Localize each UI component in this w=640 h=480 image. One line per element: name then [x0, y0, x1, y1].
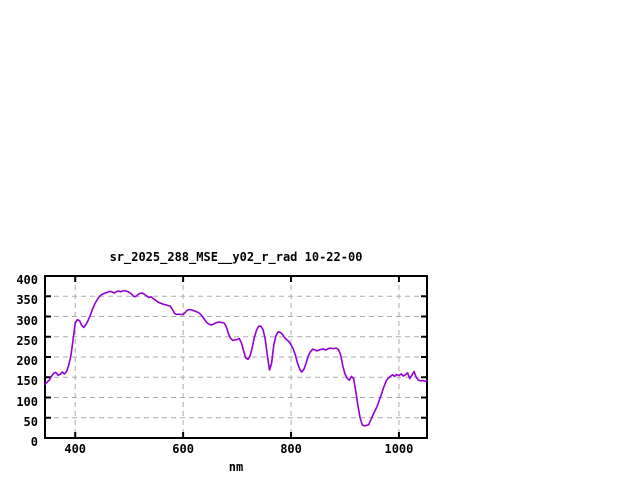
- y-tick-label: 250: [16, 333, 38, 348]
- x-tick-label: 1000: [384, 442, 414, 456]
- x-tick-label: 600: [172, 442, 194, 456]
- y-tick-label: 200: [16, 354, 38, 368]
- x-tick-label: 400: [64, 442, 87, 456]
- y-tick-label: 100: [16, 394, 38, 409]
- chart-title: sr_2025_288_MSE__y02_r_rad 10-22-00: [109, 250, 363, 264]
- y-tick-label: 50: [23, 414, 38, 429]
- x-tick-label: 800: [280, 442, 302, 456]
- y-tick-label: 150: [16, 374, 38, 389]
- y-tick-label: 0: [30, 435, 38, 449]
- y-tick-label: 300: [16, 313, 38, 328]
- y-tick-label: 400: [16, 273, 38, 287]
- x-axis-label: nm: [228, 460, 244, 474]
- y-tick-label: 350: [16, 293, 38, 308]
